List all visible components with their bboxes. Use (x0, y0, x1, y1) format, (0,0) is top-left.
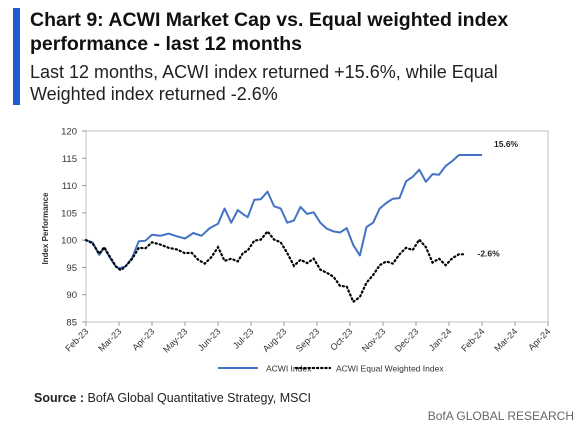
x-tick-label: Mar-24 (492, 326, 519, 353)
x-tick-label: Oct-23 (328, 326, 354, 352)
chart-subtitle: Last 12 months, ACWI index returned +15.… (30, 62, 498, 104)
x-tick-label: Jan-24 (427, 326, 454, 353)
x-tick-label: May-23 (161, 326, 189, 354)
y-axis-label: Index Performance (41, 192, 50, 265)
y-tick-label: 120 (61, 127, 77, 138)
x-tick-label: Mar-23 (96, 326, 123, 353)
series-line-acwi (85, 154, 482, 270)
series-line-equal-weighted (84, 229, 467, 304)
y-tick-label: 90 (66, 290, 77, 301)
x-tick-label: Jun-23 (196, 326, 223, 353)
footer-brand: BofA GLOBAL RESEARCH (427, 409, 574, 423)
legend-equal-weighted-label: ACWI Equal Weighted Index (336, 364, 444, 374)
plot-frame (85, 130, 549, 323)
x-tick-label: Apr-23 (130, 326, 156, 352)
y-tick-label: 85 (66, 318, 77, 329)
x-tick-label: Jul-23 (231, 326, 255, 350)
x-tick-label: Apr-24 (526, 326, 552, 352)
source-label: Source : (34, 391, 85, 405)
end-label-acwi: 15.6% (494, 139, 519, 149)
x-tick-label: Feb-23 (63, 326, 90, 353)
source-text: BofA Global Quantitative Strategy, MSCI (87, 391, 312, 405)
x-tick-label: Feb-24 (459, 326, 486, 353)
title-accent-bar (13, 8, 20, 105)
end-label-equal-weighted: -2.6% (478, 248, 501, 258)
y-tick-label: 100 (61, 236, 77, 247)
x-tick-label: Nov-23 (360, 326, 388, 354)
y-tick-label: 105 (61, 208, 77, 219)
y-tick-label: 95 (66, 263, 77, 274)
y-tick-label: 110 (62, 181, 77, 192)
legend-acwi-label: ACWI Index (266, 364, 312, 374)
source-note: Source : BofA Global Quantitative Strate… (34, 391, 311, 405)
x-tick-label: Aug-23 (261, 326, 289, 354)
y-tick-label: 115 (62, 154, 77, 165)
x-tick-label: Sep-23 (294, 326, 322, 354)
chart-title: Chart 9: ACWI Market Cap vs. Equal weigh… (30, 9, 509, 55)
x-tick-label: Dec-23 (393, 326, 421, 354)
